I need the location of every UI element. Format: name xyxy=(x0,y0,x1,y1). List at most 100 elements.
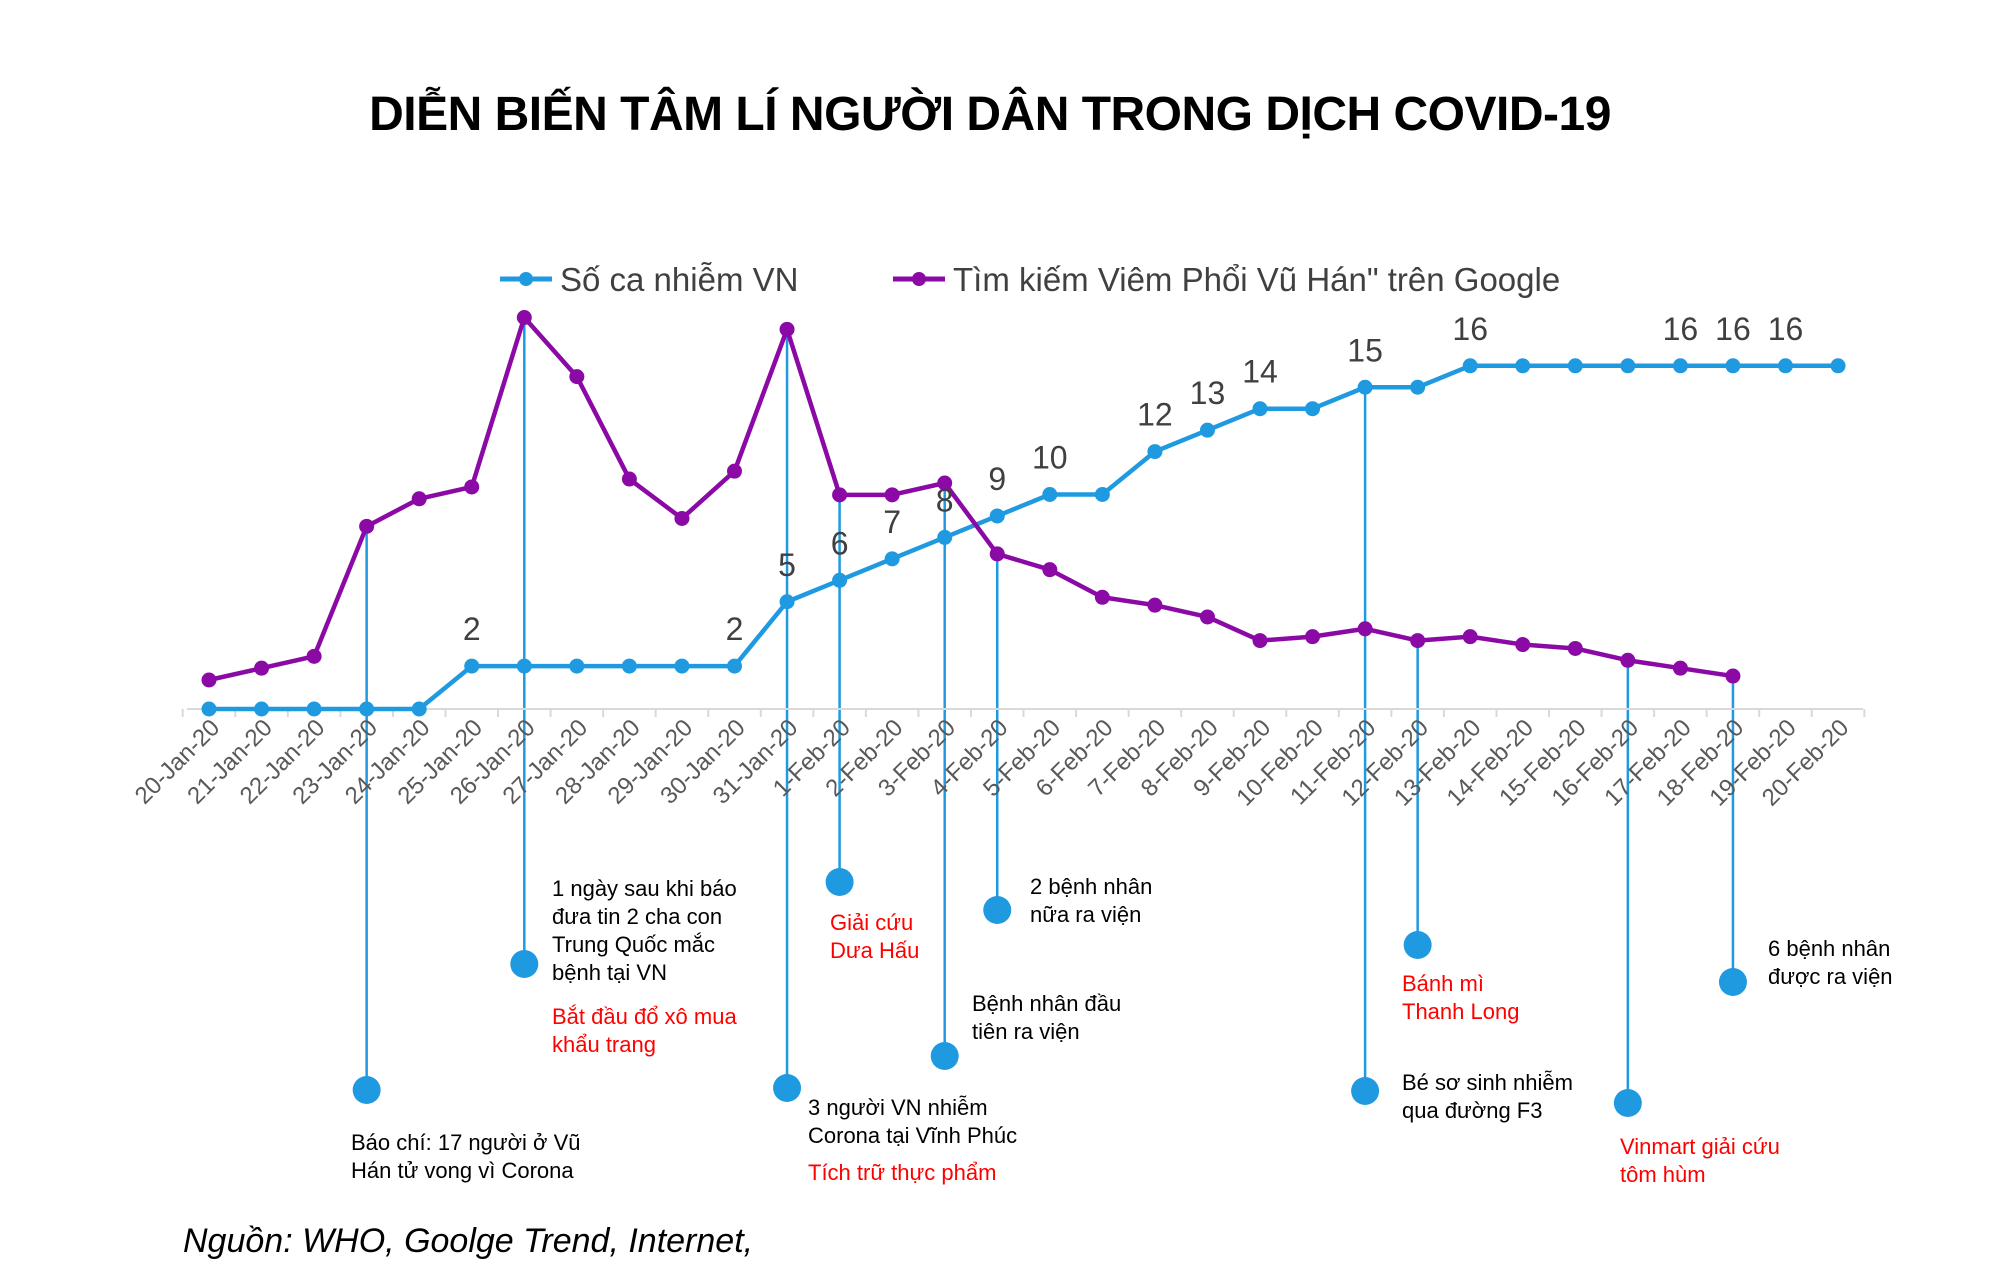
data-point xyxy=(1462,358,1478,374)
data-point xyxy=(621,658,637,674)
data-point xyxy=(254,701,270,717)
data-point xyxy=(1357,621,1373,637)
series-layer xyxy=(201,310,1846,717)
data-point xyxy=(1620,652,1636,668)
annotation-highlight: Giải cứu xyxy=(830,910,913,935)
annotation-text: Bệnh nhân đầu xyxy=(972,991,1121,1016)
data-point xyxy=(411,701,427,717)
annotation-text: 2 bệnh nhân xyxy=(1030,874,1152,899)
data-point xyxy=(1672,660,1688,676)
annotation-dot xyxy=(1613,1089,1642,1117)
legend: Số ca nhiễm VN Tìm kiếm Viêm Phổi Vũ Hán"… xyxy=(500,261,1560,298)
data-label: 5 xyxy=(778,547,796,583)
data-point xyxy=(1357,379,1373,395)
data-label: 13 xyxy=(1190,375,1226,411)
data-label: 16 xyxy=(1768,311,1804,347)
annotation-dot xyxy=(1351,1077,1380,1105)
data-point xyxy=(1199,422,1215,438)
data-point xyxy=(1620,358,1636,374)
data-point xyxy=(1252,401,1268,417)
data-label: 8 xyxy=(936,482,954,518)
annotation-text: Corona tại Vĩnh Phúc xyxy=(808,1123,1017,1148)
data-point xyxy=(1778,358,1793,374)
annotation-text: Báo chí: 17 người ở Vũ xyxy=(351,1130,581,1155)
annotation-text: bệnh tại VN xyxy=(552,960,667,985)
legend-label: Tìm kiếm Viêm Phổi Vũ Hán" trên Google xyxy=(953,261,1560,298)
annotation-highlight: Thanh Long xyxy=(1402,999,1519,1024)
data-point xyxy=(411,491,427,507)
data-point xyxy=(674,510,690,526)
data-point xyxy=(727,658,742,674)
data-point xyxy=(674,658,690,674)
data-point xyxy=(832,487,848,503)
data-point xyxy=(779,594,795,610)
series-line xyxy=(209,363,1839,712)
data-point xyxy=(937,529,953,545)
data-point xyxy=(306,701,322,717)
annotation-text: 1 ngày sau khi báo xyxy=(552,876,737,901)
annotation-highlight: Bánh mì xyxy=(1402,971,1484,996)
data-point xyxy=(1830,358,1846,374)
data-point xyxy=(306,648,322,664)
data-point xyxy=(1515,358,1531,374)
annotation-highlight: Bắt đầu đổ xô mua xyxy=(552,1004,737,1029)
data-label: 9 xyxy=(988,461,1006,497)
data-label: 2 xyxy=(726,611,744,647)
annotation-highlight: tôm hùm xyxy=(1620,1162,1706,1187)
data-label: 6 xyxy=(831,525,849,561)
data-point xyxy=(569,658,585,674)
annotation-text: Bé sơ sinh nhiễm xyxy=(1402,1070,1573,1095)
source-note: Nguồn: WHO, Goolge Trend, Internet, xyxy=(183,1222,753,1260)
annotation-text: được ra viện xyxy=(1768,964,1893,989)
data-point xyxy=(1725,358,1741,374)
data-point xyxy=(621,471,637,487)
data-point xyxy=(884,487,900,503)
data-point xyxy=(516,310,532,326)
data-point xyxy=(464,479,480,495)
annotation-highlight: Vinmart giải cứu xyxy=(1620,1134,1780,1159)
data-point xyxy=(1567,358,1583,374)
data-label: 7 xyxy=(883,504,901,540)
data-point xyxy=(1094,487,1110,502)
annotation-dot xyxy=(1718,968,1747,996)
series-line xyxy=(208,315,1734,683)
chart-title: DIỄN BIẾN TÂM LÍ NGƯỜI DÂN TRONG DỊCH CO… xyxy=(369,86,1611,141)
annotation-highlight: Dưa Hấu xyxy=(830,938,919,963)
data-point xyxy=(1094,589,1110,605)
data-point xyxy=(727,463,742,479)
data-point xyxy=(1147,597,1163,613)
annotation-text: Trung Quốc mắc xyxy=(552,932,715,957)
data-point xyxy=(1199,609,1215,625)
data-point xyxy=(884,551,900,567)
data-label: 2 xyxy=(463,611,481,647)
annotation-highlight: khẩu trang xyxy=(552,1032,656,1057)
annotation-dot xyxy=(352,1076,381,1104)
data-point xyxy=(1305,401,1321,417)
data-point xyxy=(464,658,480,674)
data-label: 10 xyxy=(1032,440,1068,476)
annotation-layer: Báo chí: 17 người ở Vũ Hán tử vong vì Cor… xyxy=(351,868,1893,1187)
annotation-text: 6 bệnh nhân xyxy=(1768,936,1890,961)
data-label: 14 xyxy=(1242,354,1278,390)
legend-marker xyxy=(519,272,533,286)
annotation-text: tiên ra viện xyxy=(972,1019,1080,1044)
data-point xyxy=(1410,633,1426,649)
legend-marker xyxy=(912,272,926,286)
annotation-dot xyxy=(825,868,854,896)
data-point xyxy=(1305,629,1321,645)
data-point xyxy=(359,701,375,717)
data-point xyxy=(201,672,217,688)
legend-label: Số ca nhiễm VN xyxy=(560,261,798,298)
data-point xyxy=(1462,629,1478,645)
annotation-text: nữa ra viện xyxy=(1030,902,1141,927)
annotation-text: đưa tin 2 cha con xyxy=(552,904,722,929)
data-point xyxy=(1252,633,1268,649)
data-label: 16 xyxy=(1663,311,1699,347)
annotation-leaders xyxy=(365,317,1735,1103)
data-point xyxy=(989,546,1005,562)
data-point xyxy=(1410,379,1426,395)
data-point xyxy=(1672,358,1688,374)
annotation-text: qua đường F3 xyxy=(1402,1098,1542,1123)
